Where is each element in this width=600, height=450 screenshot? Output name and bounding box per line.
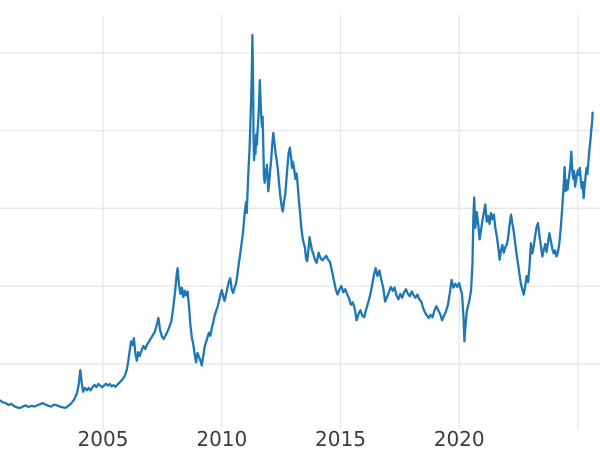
x-tick-label: 2010 — [196, 427, 247, 450]
x-tick-label: 2005 — [78, 427, 129, 450]
x-tick-label: 2020 — [434, 427, 485, 450]
price-line — [0, 33, 594, 410]
x-tick-label: 2015 — [315, 427, 366, 450]
